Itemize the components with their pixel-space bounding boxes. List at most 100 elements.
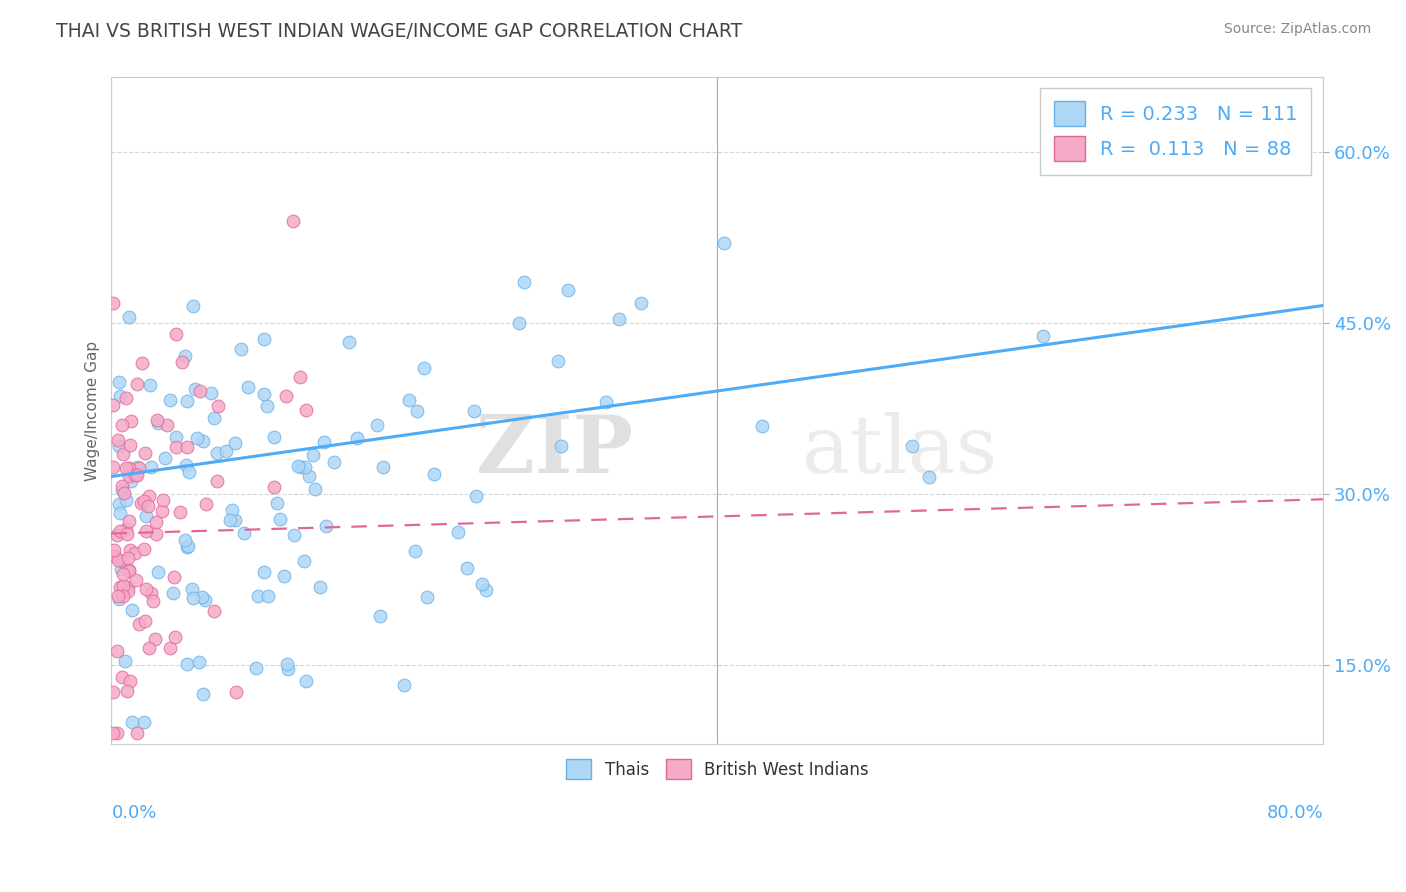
Point [287,458,309,473]
Text: atlas: atlas [803,412,997,490]
Point [224,513,246,527]
Point [155,417,177,432]
Point [108,497,131,511]
Point [128,461,150,475]
Point [263,480,285,494]
Point [188,384,211,399]
Point [172,355,194,369]
Point [181,591,204,605]
Point [118,310,141,325]
Point [135,582,157,597]
Point [118,469,141,483]
Point [281,214,304,228]
Point [124,574,146,588]
Point [190,591,212,605]
Point [110,554,132,568]
Point [138,377,160,392]
Point [295,403,318,417]
Point [111,446,134,460]
Point [105,726,128,740]
Text: ZIP: ZIP [475,412,633,490]
Point [215,444,238,458]
Point [225,685,247,699]
Point [108,580,131,594]
Point [127,377,149,392]
Point [152,492,174,507]
Point [169,505,191,519]
Point [290,459,312,474]
Point [219,513,242,527]
Point [176,657,198,671]
Point [118,515,141,529]
Point [202,411,225,425]
Point [245,660,267,674]
Point [256,399,278,413]
Point [273,569,295,583]
Point [447,524,470,539]
Point [263,429,285,443]
Point [176,540,198,554]
Point [136,500,159,514]
Point [165,630,187,644]
Point [117,584,139,599]
Point [276,657,298,672]
Point [150,504,173,518]
Point [103,543,125,558]
Point [415,591,437,605]
Point [162,586,184,600]
Point [465,489,488,503]
Point [139,586,162,600]
Point [110,483,132,497]
Point [595,394,617,409]
Point [108,592,131,607]
Point [309,581,332,595]
Point [124,467,146,482]
Text: 80.0%: 80.0% [1267,804,1323,822]
Point [114,391,136,405]
Point [142,593,165,607]
Point [101,685,124,699]
Text: THAI VS BRITISH WEST INDIAN WAGE/INCOME GAP CORRELATION CHART: THAI VS BRITISH WEST INDIAN WAGE/INCOME … [56,22,742,41]
Point [1032,328,1054,343]
Point [135,509,157,524]
Point [315,518,337,533]
Point [174,458,197,472]
Point [117,550,139,565]
Point [269,512,291,526]
Point [295,673,318,688]
Point [103,295,125,310]
Point [246,590,269,604]
Point [471,577,494,591]
Point [111,417,134,432]
Point [104,549,127,564]
Point [143,632,166,646]
Point [159,641,181,656]
Point [463,404,485,418]
Point [370,609,392,624]
Point [107,589,129,603]
Point [186,431,208,445]
Point [474,583,496,598]
Point [163,570,186,584]
Point [108,376,131,390]
Point [127,726,149,740]
Point [177,539,200,553]
Point [236,380,259,394]
Point [127,468,149,483]
Point [112,578,135,592]
Point [108,506,131,520]
Point [298,469,321,483]
Point [288,370,311,384]
Point [110,524,132,539]
Point [101,726,124,740]
Point [155,450,177,465]
Point [120,474,142,488]
Point [253,387,276,401]
Point [394,678,416,692]
Point [112,486,135,500]
Point [112,589,135,603]
Point [200,386,222,401]
Point [184,382,207,396]
Point [129,496,152,510]
Point [105,644,128,658]
